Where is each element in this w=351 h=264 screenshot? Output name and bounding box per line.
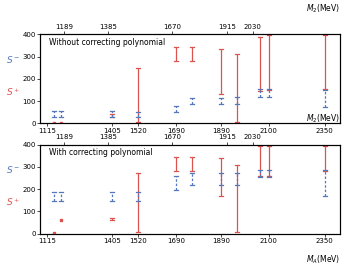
Text: With correcting polynomial: With correcting polynomial <box>49 148 153 157</box>
Text: $M_2$(MeV): $M_2$(MeV) <box>306 2 340 15</box>
Text: $S^-$: $S^-$ <box>6 54 20 65</box>
Text: $S^+$: $S^+$ <box>6 86 20 98</box>
Text: $M_A$(MeV): $M_A$(MeV) <box>306 143 340 155</box>
Text: $S^-$: $S^-$ <box>6 164 20 175</box>
Text: $S^+$: $S^+$ <box>6 197 20 208</box>
Text: $M_A$(MeV): $M_A$(MeV) <box>306 253 340 264</box>
Text: $M_2$(MeV): $M_2$(MeV) <box>306 112 340 125</box>
Text: Without correcting polynomial: Without correcting polynomial <box>49 38 166 47</box>
